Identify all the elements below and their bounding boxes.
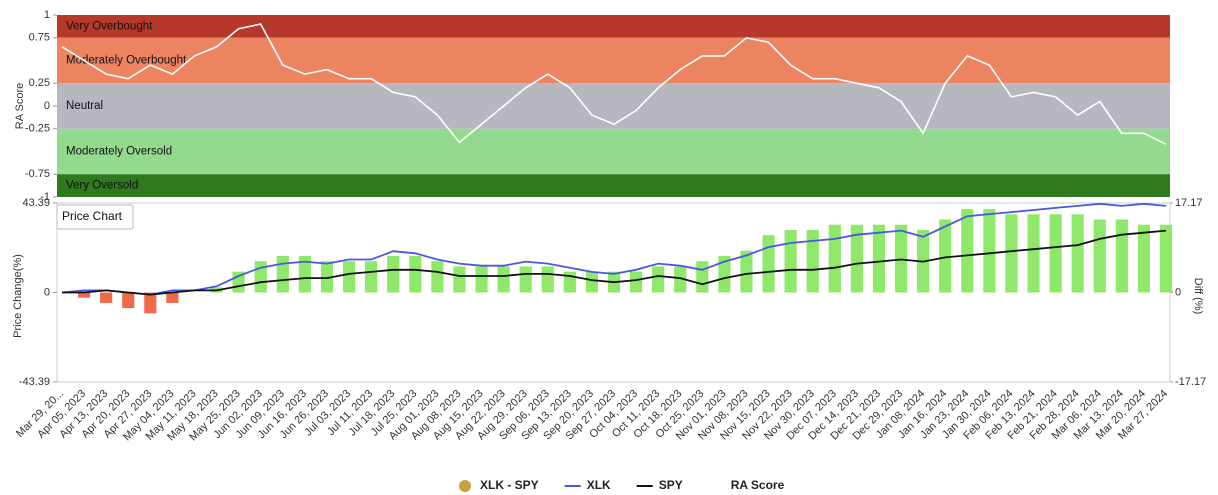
- diff-bar: [850, 224, 863, 293]
- y-tick-label: 1: [44, 9, 50, 21]
- diff-bar: [961, 209, 974, 293]
- diff-bar: [1071, 214, 1084, 293]
- band-label: Very Overbought: [66, 20, 153, 32]
- price-line: [61, 202, 1167, 296]
- diff-bar: [387, 256, 400, 293]
- diff-bar: [983, 209, 996, 293]
- legend-label: RA Score: [731, 478, 785, 492]
- legend-label: SPY: [659, 478, 683, 492]
- y2-tick-label: 0: [1175, 286, 1181, 298]
- y-tick-label: -0.75: [25, 168, 50, 180]
- diff-bar: [78, 292, 91, 298]
- diff-bar: [1005, 214, 1018, 293]
- diff-bar: [1137, 224, 1150, 293]
- diff-bar: [365, 261, 378, 293]
- diff-bar: [585, 271, 598, 293]
- diff-bar: [1115, 219, 1128, 293]
- diff-bar: [1027, 214, 1040, 293]
- y-tick-label: -1: [40, 191, 50, 203]
- band-label: Very Oversold: [66, 180, 138, 192]
- band: [57, 15, 1170, 38]
- panel-title: Price Chart: [62, 209, 123, 223]
- diff-bar: [762, 235, 775, 293]
- diff-bar: [254, 261, 267, 293]
- y-tick-label: 0.25: [29, 77, 50, 89]
- y-tick-label: -0.25: [25, 123, 50, 135]
- diff-bar: [519, 266, 532, 293]
- diff-bar: [453, 266, 466, 293]
- band: [57, 128, 1170, 175]
- diff-bar: [144, 292, 157, 314]
- diff-bar: [630, 271, 643, 293]
- title-box: [56, 204, 134, 230]
- band-label: Moderately Overbought: [66, 55, 187, 67]
- price-line: [62, 229, 1167, 296]
- legend-symbol: [459, 480, 471, 492]
- y-axis-label: RA Score: [14, 83, 26, 129]
- y2-tick-label: 17.17: [1175, 197, 1203, 209]
- diff-bar: [1093, 219, 1106, 293]
- band: [57, 37, 1170, 84]
- y-tick-label: 43.39: [22, 197, 50, 209]
- diff-bar: [409, 256, 422, 293]
- diff-bar: [740, 250, 753, 293]
- diff-bar: [828, 224, 841, 293]
- diff-bar: [872, 224, 886, 293]
- legend-label: XLK - SPY: [480, 478, 539, 492]
- diff-bar: [674, 266, 687, 293]
- diff-bar: [806, 229, 819, 293]
- diff-bar: [1049, 214, 1062, 293]
- y2-tick-label: -17.17: [1175, 376, 1206, 388]
- y-axis-label: Price Change(%): [12, 254, 24, 338]
- band-label: Moderately Oversold: [66, 146, 172, 158]
- diff-bar: [497, 266, 510, 293]
- y-tick-label: -43.39: [19, 376, 50, 388]
- diff-bar: [696, 261, 709, 293]
- diff-bar: [122, 292, 135, 309]
- band-label: Neutral: [66, 100, 103, 112]
- diff-bar: [276, 256, 289, 293]
- diff-bar: [939, 219, 952, 293]
- diff-bar: [784, 229, 797, 293]
- y-tick-label: 0: [44, 100, 50, 112]
- diff-bar: [541, 266, 554, 293]
- y-tick-label: 0.75: [29, 32, 50, 44]
- diff-bar: [718, 256, 731, 293]
- band: [57, 83, 1170, 129]
- diff-bar: [342, 261, 356, 293]
- band: [57, 174, 1170, 197]
- diff-bar: [1159, 224, 1173, 293]
- diff-bar: [652, 266, 665, 293]
- diff-bar: [166, 292, 179, 303]
- y-tick-label: 0: [44, 286, 50, 298]
- legend-label: XLK: [587, 478, 611, 492]
- y2-axis-label: Diff (%): [1192, 278, 1204, 314]
- ra-line: [61, 23, 1167, 145]
- diff-bar: [320, 261, 334, 293]
- diff-bar: [475, 266, 488, 293]
- diff-bar: [100, 292, 113, 303]
- diff-bar: [431, 261, 444, 293]
- diff-bar: [298, 256, 311, 293]
